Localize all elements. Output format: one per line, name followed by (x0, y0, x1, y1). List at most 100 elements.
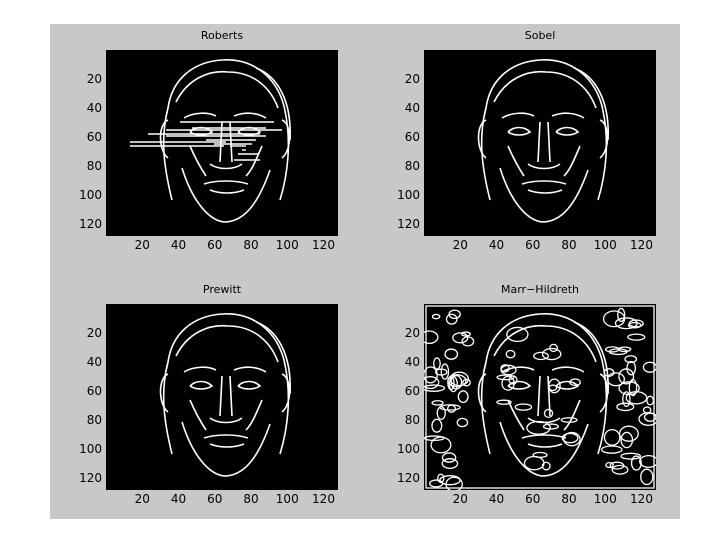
edge-image-marr (424, 304, 656, 490)
right-eye (556, 128, 578, 136)
noise-contour (627, 362, 635, 375)
x-tick-label: 20 (445, 238, 475, 252)
cheek-line (564, 400, 580, 430)
x-tick-label: 120 (627, 492, 657, 506)
mouth (528, 190, 562, 193)
y-tick-label: 100 (394, 442, 420, 456)
x-tick-label: 80 (236, 238, 266, 252)
mouth (204, 181, 248, 184)
x-tick-label: 40 (164, 238, 194, 252)
panel-title-roberts: Roberts (102, 29, 342, 42)
noise-contour (626, 392, 647, 404)
edge-image-prewitt (106, 304, 338, 490)
hair-line (176, 326, 278, 362)
hair-line (256, 68, 290, 140)
y-tick-label: 60 (76, 130, 102, 144)
noise-contour (612, 465, 628, 474)
hair-line (494, 326, 596, 362)
y-tick-label: 100 (76, 188, 102, 202)
y-tick-label: 20 (76, 326, 102, 340)
edge-image-sobel (424, 50, 656, 236)
noise-contour (617, 403, 634, 410)
noise-contour (442, 459, 457, 469)
inner-contour (527, 422, 550, 435)
x-tick-label: 60 (200, 238, 230, 252)
x-tick-label: 40 (482, 238, 512, 252)
left-eye (190, 382, 212, 390)
x-tick-label: 100 (272, 238, 302, 252)
y-tick-label: 40 (394, 101, 420, 115)
image-axes-roberts (106, 50, 338, 236)
cheek-line (564, 146, 580, 176)
left-eye (508, 128, 530, 136)
cheek-line (190, 400, 206, 430)
left-brow (184, 113, 216, 118)
x-tick-label: 120 (309, 238, 339, 252)
y-tick-label: 120 (394, 471, 420, 485)
nose-bridge (548, 122, 550, 162)
right-brow (552, 367, 584, 372)
y-tick-label: 40 (76, 101, 102, 115)
x-tick-label: 20 (127, 238, 157, 252)
noise-contour (445, 349, 457, 359)
face-jaw (182, 168, 270, 222)
y-tick-label: 20 (76, 72, 102, 86)
left-brow (502, 113, 534, 118)
hair-line (574, 322, 608, 394)
nose-bridge (538, 122, 540, 162)
edge-image-roberts (106, 50, 338, 236)
y-tick-label: 20 (394, 326, 420, 340)
y-tick-label: 120 (394, 217, 420, 231)
inner-contour (543, 424, 558, 429)
mouth (522, 435, 566, 438)
right-brow (234, 113, 266, 118)
x-tick-label: 80 (554, 492, 584, 506)
cheek-line (246, 400, 262, 430)
noise-contour (446, 314, 456, 324)
figure-canvas: Roberts 20 40 60 80 100 120 20 40 60 80 100 120 Sobel… (50, 24, 680, 519)
x-tick-label: 80 (554, 238, 584, 252)
inner-contour (506, 350, 515, 357)
y-tick-label: 60 (394, 384, 420, 398)
left-brow (184, 367, 216, 372)
noise-contour (606, 463, 613, 468)
y-tick-label: 80 (76, 159, 102, 173)
noise-contour (641, 469, 653, 484)
nostrils (210, 164, 242, 169)
nostrils (528, 164, 560, 169)
x-tick-label: 120 (309, 492, 339, 506)
x-tick-label: 100 (272, 492, 302, 506)
x-tick-label: 80 (236, 492, 266, 506)
y-tick-label: 100 (76, 442, 102, 456)
image-axes-marr (424, 304, 656, 490)
noise-contour (602, 446, 622, 453)
nose-bridge (230, 376, 232, 416)
hair-line (574, 68, 608, 140)
mouth (528, 444, 562, 447)
nose-bridge (538, 376, 540, 416)
x-tick-label: 120 (627, 238, 657, 252)
mouth (522, 181, 566, 184)
right-brow (552, 113, 584, 118)
cheek-line (508, 146, 524, 176)
left-eye (508, 382, 530, 390)
x-tick-label: 60 (200, 492, 230, 506)
inner-contour (533, 453, 547, 458)
noise-contour (432, 314, 439, 318)
image-axes-prewitt (106, 304, 338, 490)
face-outline (482, 60, 607, 200)
y-tick-label: 20 (394, 72, 420, 86)
y-tick-label: 80 (394, 159, 420, 173)
y-tick-label: 40 (394, 355, 420, 369)
face-outline (164, 314, 289, 454)
noise-contour (432, 401, 443, 405)
noise-contour (458, 391, 468, 403)
noise-contour (643, 407, 650, 413)
cheek-line (190, 146, 206, 176)
face-jaw (500, 168, 588, 222)
y-tick-label: 60 (76, 384, 102, 398)
inner-contour (515, 404, 531, 410)
noise-contour (432, 419, 442, 432)
y-tick-label: 60 (394, 130, 420, 144)
mouth (204, 435, 248, 438)
